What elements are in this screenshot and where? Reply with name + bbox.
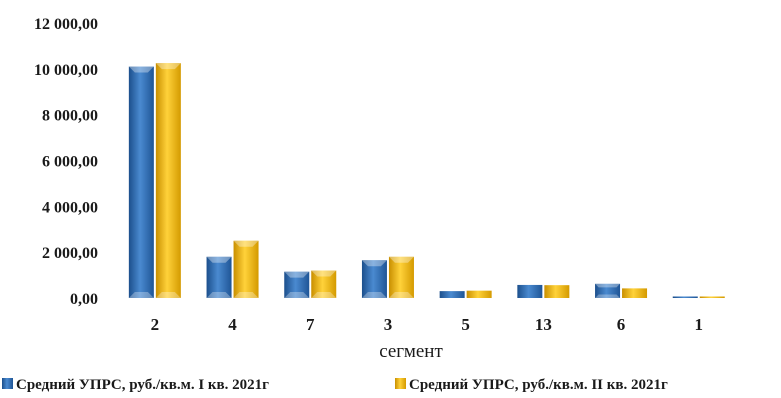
bar-q1-segment-2: [128, 66, 154, 299]
bar-top-bevel: [128, 66, 154, 73]
bar-body: [155, 63, 181, 298]
bar-bottom-bevel: [311, 292, 337, 298]
bar-bottom-bevel: [233, 292, 259, 298]
y-tick-label: 12 000,00: [34, 16, 98, 33]
bar-bottom-bevel: [284, 292, 310, 298]
legend-label: Средний УПРС, руб./кв.м. I кв. 2021г: [16, 377, 269, 393]
bar-q2-segment-6: [622, 288, 648, 298]
bar-q1-segment-4: [206, 256, 232, 298]
x-tick-label: 3: [384, 315, 393, 334]
bar-body: [439, 291, 465, 298]
legend-swatch: [395, 378, 406, 389]
y-tick-label: 0,00: [70, 291, 98, 308]
bar-body: [206, 256, 232, 298]
bar-bottom-bevel: [155, 292, 181, 298]
bar-bottom-bevel: [361, 292, 387, 298]
bar-q2-segment-5: [466, 290, 492, 298]
bar-bottom-bevel: [206, 292, 232, 298]
bar-body: [466, 290, 492, 298]
x-axis-label: сегмент: [379, 341, 443, 362]
bar-body: [622, 288, 648, 298]
bar-q2-segment-1: [699, 296, 725, 298]
bar-bottom-bevel: [128, 292, 154, 298]
bar-body: [361, 260, 387, 298]
bar-q2-segment-3: [388, 256, 414, 298]
x-tick-label: 6: [617, 315, 626, 334]
bar-q1-segment-13: [517, 284, 543, 298]
y-tick-label: 8 000,00: [42, 108, 98, 125]
bar-body: [311, 270, 337, 298]
y-axis: 0,00 2 000,00 4 000,00 6 000,00 8 000,00 10 0…: [34, 16, 98, 308]
bar-top-bevel: [361, 260, 387, 267]
bar-bottom-bevel: [388, 292, 414, 298]
bar-body: [544, 285, 570, 298]
bar-top-bevel: [595, 283, 621, 288]
bar-top-bevel: [388, 256, 414, 263]
y-tick-label: 4 000,00: [42, 199, 98, 216]
legend-item: Средний УПРС, руб./кв.м. II кв. 2021г: [395, 377, 668, 393]
legend-item: Средний УПРС, руб./кв.м. I кв. 2021г: [2, 377, 269, 393]
bar-q1-segment-3: [361, 260, 387, 298]
bar-body: [699, 296, 725, 298]
legend-label: Средний УПРС, руб./кв.м. II кв. 2021г: [409, 377, 668, 393]
bar-top-bevel: [233, 240, 259, 247]
y-tick-label: 2 000,00: [42, 245, 98, 262]
bar-body: [672, 296, 698, 298]
bar-body: [128, 66, 154, 299]
bar-body: [233, 240, 259, 298]
bar-body: [284, 271, 310, 298]
x-tick-label: 13: [535, 315, 552, 334]
legend: Средний УПРС, руб./кв.м. I кв. 2021г Сред…: [2, 377, 668, 393]
bar-body: [517, 284, 543, 298]
bar-body: [595, 283, 621, 298]
bar-top-bevel: [311, 270, 337, 277]
bar-q1-segment-5: [439, 291, 465, 298]
legend-swatch: [2, 378, 13, 389]
bar-q2-segment-2: [155, 63, 181, 298]
y-tick-label: 10 000,00: [34, 62, 98, 79]
y-tick-label: 6 000,00: [42, 154, 98, 171]
bar-q1-segment-6: [595, 283, 621, 298]
bar-top-bevel: [155, 63, 181, 70]
bar-top-bevel: [284, 271, 310, 278]
bar-body: [388, 256, 414, 298]
bar-q2-segment-13: [544, 285, 570, 298]
x-tick-label: 4: [228, 315, 237, 334]
bar-top-bevel: [206, 256, 232, 263]
x-tick-label: 2: [151, 315, 160, 334]
bar-bottom-bevel: [595, 294, 621, 298]
x-tick-label: 1: [695, 315, 704, 334]
bar-q1-segment-1: [672, 296, 698, 298]
x-tick-label: 7: [306, 315, 315, 334]
bar-q1-segment-7: [284, 271, 310, 298]
bars: [128, 63, 725, 299]
x-axis: 2 4 7 3 5 13 6 1: [151, 315, 703, 334]
bar-q2-segment-4: [233, 240, 259, 298]
bar-q2-segment-7: [311, 270, 337, 298]
x-tick-label: 5: [461, 315, 470, 334]
